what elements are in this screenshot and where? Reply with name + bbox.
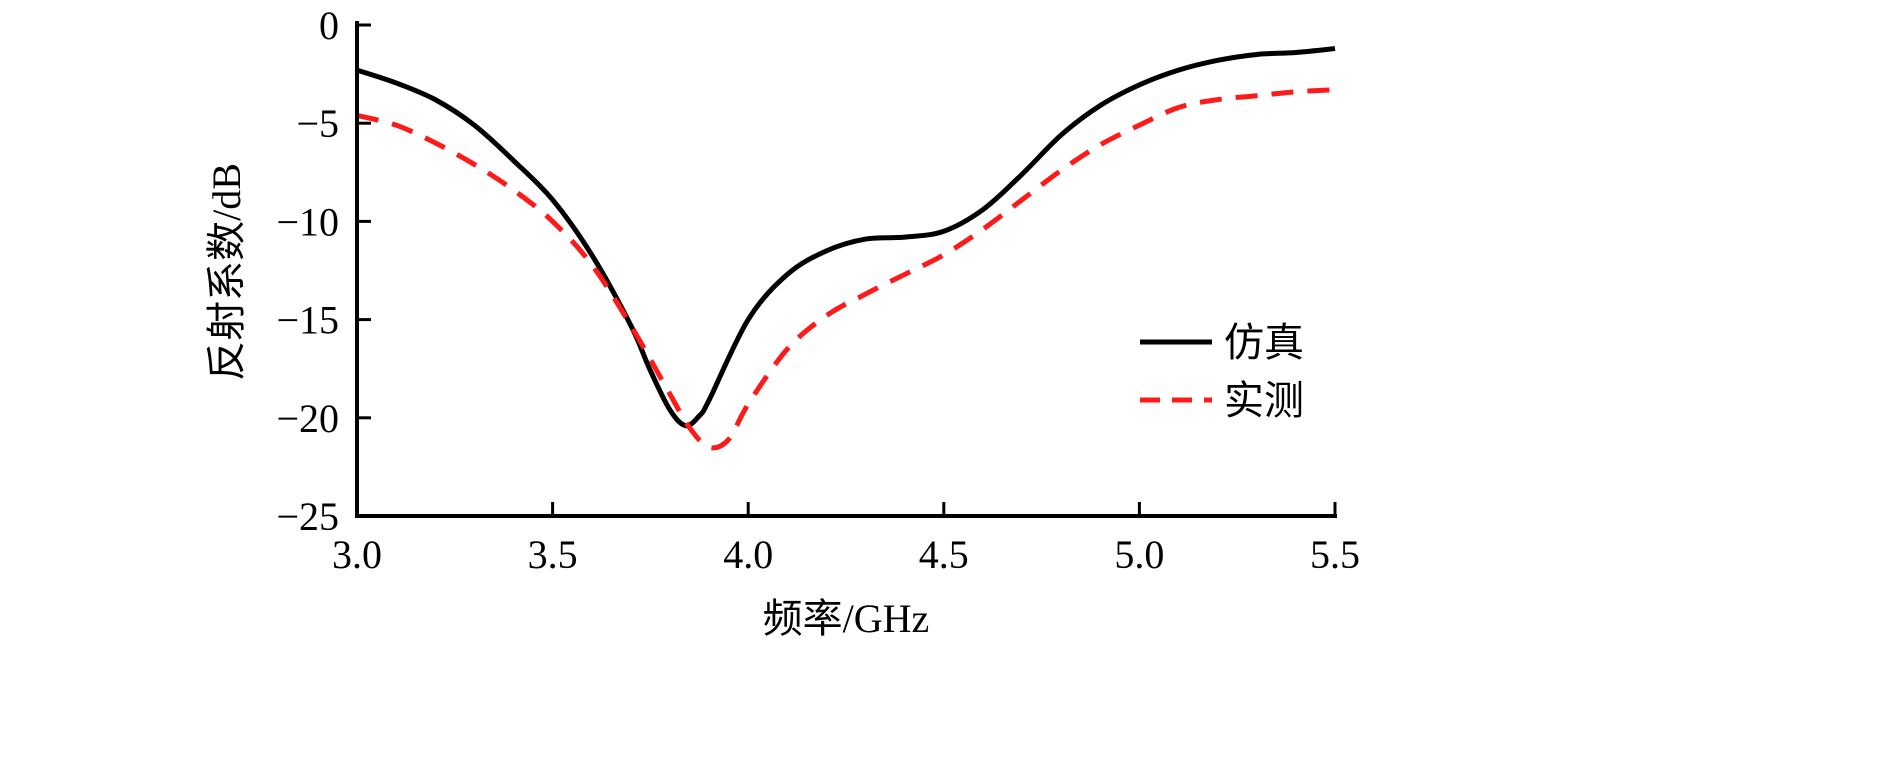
axes-layer <box>355 21 1337 518</box>
y-tick-label: −25 <box>276 494 339 539</box>
x-tick-label: 5.5 <box>1310 532 1360 577</box>
y-tick-label: −20 <box>276 396 339 441</box>
y-tick-label: −5 <box>296 101 339 146</box>
y-tick-label: −15 <box>276 298 339 343</box>
legend-label-meas: 实测 <box>1224 378 1304 423</box>
tick-layer: 3.0 3.5 4.0 4.5 5.0 5.5 0 −5 −10 −15 −20 −25 <box>276 3 1360 577</box>
y-tick-label: −10 <box>276 199 339 244</box>
x-tick-label: 3.5 <box>528 532 578 577</box>
x-tick-label: 4.5 <box>919 532 969 577</box>
legend-label-sim: 仿真 <box>1224 320 1304 365</box>
x-tick-label: 5.0 <box>1114 532 1164 577</box>
y-tick-label: 0 <box>319 3 339 48</box>
x-tick-label: 3.0 <box>332 532 382 577</box>
series-line-1 <box>356 87 1336 451</box>
series-line-0 <box>356 46 1336 429</box>
x-tick-label: 4.0 <box>723 532 773 577</box>
y-axis-label: 反射系数/dB <box>204 163 249 381</box>
x-axis-label: 频率/GHz <box>763 596 930 641</box>
legend: 仿真 实测 <box>1140 320 1304 423</box>
series-layer <box>356 46 1336 451</box>
